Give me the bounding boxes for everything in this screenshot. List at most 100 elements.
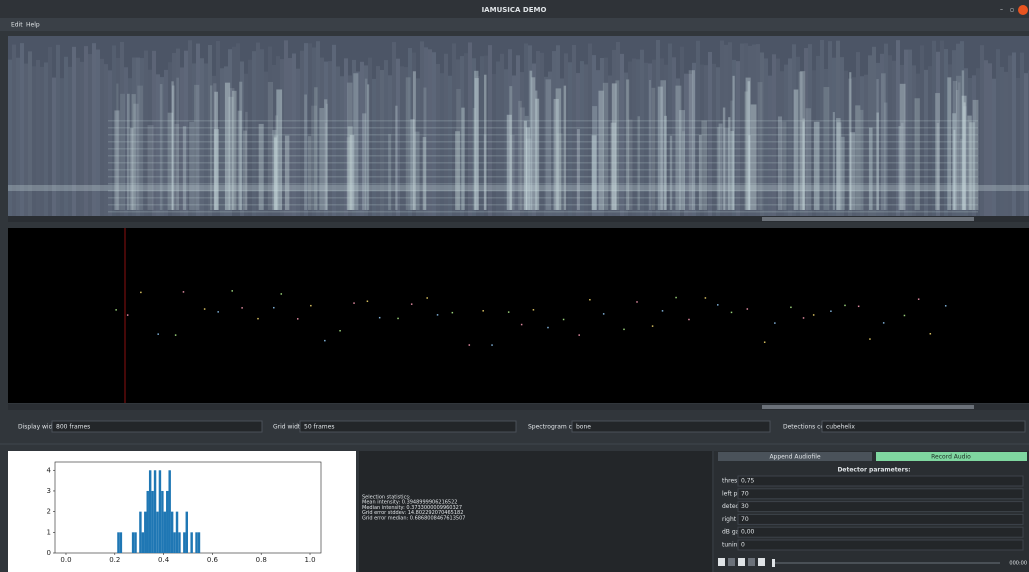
spectrogram-texture <box>320 57 324 216</box>
spectrogram-texture <box>776 58 780 216</box>
spectrogram-texture <box>8 59 12 217</box>
button-label[interactable]: Record Audio <box>931 454 971 461</box>
close-button[interactable] <box>1018 5 1028 15</box>
detection-dot <box>468 344 471 346</box>
param-field[interactable] <box>737 526 1024 538</box>
spectrogram-streak <box>171 81 174 210</box>
spectrogram-streak <box>273 135 279 210</box>
pause-button[interactable] <box>728 558 735 566</box>
record-small-button[interactable] <box>748 558 755 566</box>
button-label[interactable]: Append Audiofile <box>769 454 820 461</box>
spectrogram-streak <box>798 71 803 210</box>
histogram-bar <box>161 490 164 553</box>
param-field[interactable] <box>737 488 1024 500</box>
param-value[interactable]: 0,75 <box>741 478 755 485</box>
param-value[interactable]: 30 <box>741 503 749 510</box>
param-field[interactable] <box>737 501 1024 513</box>
spectrogram-texture <box>472 58 476 217</box>
spectrogram-streak <box>276 89 283 210</box>
detection-dot <box>917 298 920 300</box>
param-value[interactable]: 70 <box>741 516 749 523</box>
param-value[interactable]: 70 <box>741 490 749 497</box>
histogram-bar <box>119 532 123 553</box>
x-tick-label: 0.4 <box>158 556 170 564</box>
scrollbar[interactable] <box>8 216 1029 222</box>
spectrogram-texture <box>932 40 936 216</box>
minimize-button[interactable]: – <box>1000 7 1003 14</box>
control-value[interactable]: cubehelix <box>826 424 855 431</box>
spectrogram-texture <box>348 75 352 216</box>
spectrogram-texture <box>988 63 992 216</box>
control-value[interactable]: bone <box>576 424 591 431</box>
spectrogram-streak <box>324 99 328 210</box>
spectrogram-streak <box>258 123 264 210</box>
control-field[interactable] <box>571 420 771 433</box>
spectrogram-streak <box>347 82 353 210</box>
seek-handle[interactable] <box>772 559 775 567</box>
spectrogram-texture <box>992 78 996 217</box>
detection-dot <box>257 317 259 320</box>
menu-item[interactable]: Help <box>26 22 40 29</box>
spectrogram-texture <box>28 51 32 217</box>
scrollbar-handle[interactable] <box>762 405 974 409</box>
title-bar <box>0 0 1029 18</box>
spectrogram-texture <box>20 43 24 216</box>
spectrogram-texture <box>564 53 568 216</box>
spectrogram-texture <box>1012 52 1016 217</box>
spectrogram-texture <box>580 61 584 216</box>
spectrogram-streak <box>214 91 219 210</box>
menu-item[interactable]: Edit <box>11 22 23 29</box>
spectrogram-streak <box>159 84 163 210</box>
param-field[interactable] <box>737 513 1024 525</box>
detection-dot <box>174 334 177 336</box>
spectrogram-texture <box>884 43 888 217</box>
x-tick-label: 0.6 <box>207 556 219 564</box>
param-value[interactable]: 0,00 <box>741 529 755 536</box>
control-field[interactable] <box>51 420 263 433</box>
spectrogram-texture <box>32 66 36 216</box>
spectrogram-texture <box>376 66 380 216</box>
play-button[interactable] <box>718 558 725 566</box>
maximize-button[interactable]: ▫ <box>1010 7 1014 14</box>
spectrogram-texture <box>944 49 948 216</box>
detection-dot <box>482 310 484 312</box>
spectrogram-texture <box>400 66 404 216</box>
spectrogram-streak <box>171 85 175 210</box>
record-button[interactable] <box>876 452 1027 461</box>
spectrogram-texture <box>80 61 84 216</box>
histogram-bar <box>144 511 147 553</box>
spectrogram-streak <box>245 111 248 210</box>
spectrogram-texture <box>480 56 484 216</box>
histogram-bar <box>178 532 181 553</box>
spectrogram-streak <box>555 88 562 210</box>
param-value[interactable]: 0 <box>741 542 745 549</box>
spectrogram-streak <box>274 115 278 210</box>
spectrogram-texture <box>928 66 932 216</box>
spectrogram-texture <box>360 61 364 216</box>
stop-button[interactable] <box>738 558 745 566</box>
spectrogram-texture <box>56 44 60 216</box>
spectrogram-texture <box>716 67 720 216</box>
detection-dot <box>532 309 535 311</box>
spectrogram-texture <box>624 72 628 216</box>
control-value[interactable]: 50 frames <box>304 424 334 431</box>
histogram-bar <box>197 532 201 553</box>
control-value[interactable]: 800 frames <box>56 424 90 431</box>
spectrogram-texture <box>748 45 752 216</box>
spectrogram-texture <box>916 73 920 216</box>
control-field[interactable] <box>821 420 1026 433</box>
scrollbar-handle[interactable] <box>762 217 974 221</box>
spectrogram-streak <box>388 134 391 210</box>
spectrogram-streak <box>474 78 479 210</box>
spectrogram-streak <box>648 79 652 210</box>
control-field[interactable] <box>299 420 517 433</box>
volume-button[interactable] <box>758 558 765 566</box>
scrollbar[interactable] <box>8 404 1029 410</box>
param-field[interactable] <box>737 475 1024 487</box>
spectrogram-streak <box>556 133 563 210</box>
window-title: IAMUSICA DEMO <box>482 6 547 14</box>
append-button[interactable] <box>718 452 872 461</box>
param-field[interactable] <box>737 539 1024 551</box>
spectrogram-streak <box>757 82 763 210</box>
